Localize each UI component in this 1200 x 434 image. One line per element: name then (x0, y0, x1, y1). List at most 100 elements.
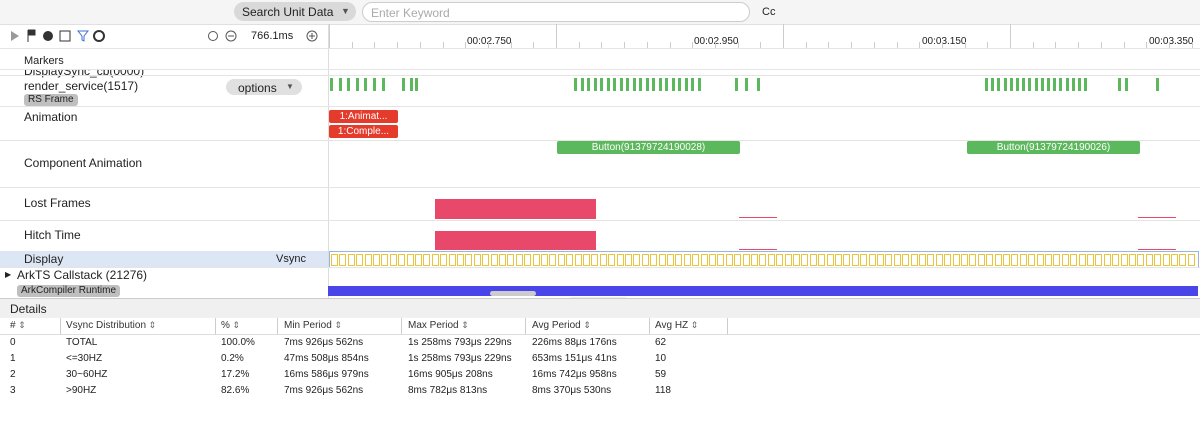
flag-icon[interactable] (27, 29, 36, 42)
frame-marker[interactable] (347, 78, 351, 91)
frame-marker[interactable] (691, 78, 694, 91)
column-header[interactable]: % (221, 320, 240, 331)
frame-marker[interactable] (381, 78, 385, 91)
component-slice[interactable]: Button(91379724190026) (967, 141, 1140, 154)
frame-marker[interactable] (587, 78, 590, 91)
animation-slice[interactable]: 1:Animat... (329, 110, 398, 123)
frame-marker[interactable] (1065, 78, 1069, 91)
frame-marker[interactable] (1156, 78, 1159, 91)
frame-marker[interactable] (639, 78, 642, 91)
frame-marker[interactable] (632, 78, 636, 91)
column-header[interactable]: Avg Period (532, 320, 591, 331)
frame-marker[interactable] (373, 78, 376, 91)
frame-marker[interactable] (593, 78, 597, 91)
table-cell: TOTAL (66, 337, 98, 348)
frame-marker[interactable] (678, 78, 681, 91)
expand-arrow[interactable]: ▶ (5, 270, 12, 279)
frame-marker[interactable] (665, 78, 668, 91)
frame-marker[interactable] (1034, 78, 1038, 91)
frame-marker[interactable] (1078, 78, 1081, 91)
frame-marker[interactable] (574, 78, 577, 91)
frame-marker[interactable] (697, 78, 701, 91)
search-input[interactable]: Enter Keyword (362, 2, 750, 22)
frame-marker[interactable] (613, 78, 616, 91)
frame-marker[interactable] (985, 78, 988, 91)
frame-marker[interactable] (735, 78, 738, 91)
zoom-in-icon[interactable] (306, 30, 318, 42)
frame-marker[interactable] (1009, 78, 1013, 91)
lost-frame-block[interactable] (435, 199, 596, 219)
frame-marker[interactable] (1053, 78, 1057, 91)
frame-marker[interactable] (991, 78, 995, 91)
frame-marker[interactable] (1059, 78, 1063, 91)
frame-marker[interactable] (410, 78, 413, 91)
frame-marker[interactable] (1118, 78, 1121, 91)
frame-marker[interactable] (1040, 78, 1044, 91)
search-scope[interactable]: Search Unit Data ▼ (234, 2, 356, 21)
column-header[interactable]: Avg HZ (655, 320, 698, 331)
frame-marker[interactable] (757, 78, 760, 91)
play-icon[interactable] (11, 31, 19, 41)
column-header[interactable]: # (10, 320, 26, 331)
frame-marker[interactable] (619, 78, 623, 91)
column-header[interactable]: Min Period (284, 320, 342, 331)
case-toggle[interactable]: Cc (762, 6, 776, 18)
zoom-out-icon[interactable] (225, 30, 237, 42)
lost-frame-block[interactable] (739, 217, 777, 218)
frame-marker[interactable] (684, 78, 688, 91)
frame-marker[interactable] (658, 78, 662, 91)
vsync-cell (969, 254, 977, 266)
frame-marker[interactable] (1071, 78, 1075, 91)
vsync-cell (1095, 254, 1103, 266)
frame-marker[interactable] (1047, 78, 1050, 91)
frame-marker[interactable] (402, 78, 405, 91)
frame-marker[interactable] (1028, 78, 1032, 91)
vsync-cell (1171, 254, 1178, 266)
component-slice[interactable]: Button(91379724190028) (557, 141, 740, 154)
cut-icon[interactable] (59, 30, 71, 42)
frame-marker[interactable] (355, 78, 359, 91)
frame-marker[interactable] (645, 78, 649, 91)
frame-marker[interactable] (338, 78, 342, 91)
reset-icon[interactable] (208, 31, 218, 41)
vsync-track (329, 251, 1199, 268)
frame-marker[interactable] (1022, 78, 1026, 91)
frame-marker[interactable] (330, 78, 333, 91)
hitch-block[interactable] (1138, 249, 1176, 250)
frame-marker[interactable] (1084, 78, 1088, 91)
vsync-cell (742, 254, 750, 266)
settings-icon[interactable] (93, 30, 105, 42)
animation-slice[interactable]: 1:Comple... (329, 125, 398, 138)
frame-marker[interactable] (997, 78, 1001, 91)
frame-marker[interactable] (1003, 78, 1007, 91)
scrollbar[interactable] (490, 291, 536, 296)
table-cell: 17.2% (221, 369, 250, 380)
table-cell: 16ms 905μs 208ns (408, 369, 493, 380)
vsync-cell (1087, 254, 1094, 266)
column-header[interactable]: Max Period (408, 320, 469, 331)
axis-tick (987, 42, 989, 48)
options-button[interactable]: options ▼ (226, 79, 302, 95)
frame-marker[interactable] (626, 78, 629, 91)
frame-marker[interactable] (364, 78, 368, 91)
hitch-block[interactable] (739, 249, 777, 250)
column-header[interactable]: Vsync Distribution (66, 320, 156, 331)
frame-marker[interactable] (415, 78, 418, 91)
axis-tick (873, 42, 875, 48)
frame-marker[interactable] (1125, 78, 1128, 91)
vsync-cell (625, 254, 632, 266)
filter-icon[interactable] (76, 30, 90, 42)
frame-marker[interactable] (745, 78, 748, 91)
record-icon[interactable] (43, 31, 53, 41)
frame-marker[interactable] (580, 78, 584, 91)
frame-marker[interactable] (671, 78, 675, 91)
frame-marker[interactable] (652, 78, 655, 91)
frame-marker[interactable] (606, 78, 610, 91)
vsync-cell (692, 254, 700, 266)
hitch-block[interactable] (435, 231, 596, 250)
lost-frame-block[interactable] (1138, 217, 1176, 218)
selected-row[interactable] (0, 251, 328, 267)
frame-marker[interactable] (600, 78, 603, 91)
runtime-bar[interactable] (328, 286, 1198, 296)
frame-marker[interactable] (1016, 78, 1019, 91)
